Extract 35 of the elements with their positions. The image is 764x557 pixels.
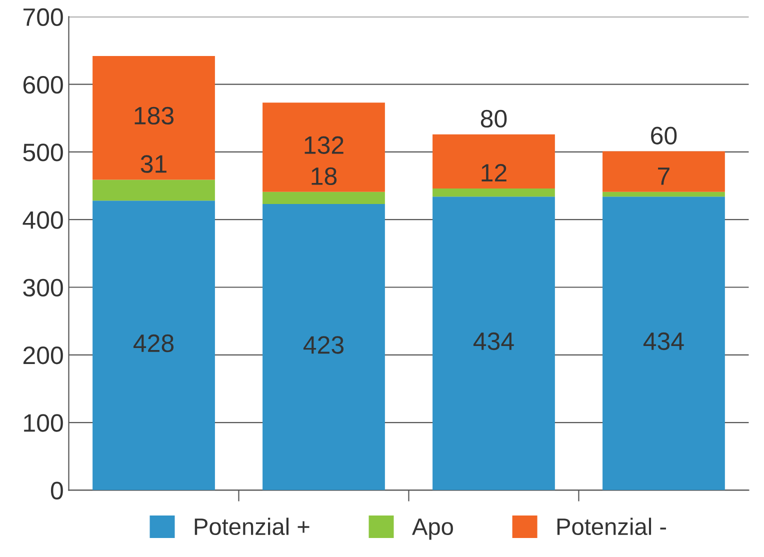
bar <box>262 192 385 204</box>
y-tick-label: 400 <box>22 211 63 229</box>
y-tick-label: 600 <box>23 76 63 94</box>
y-tick-label: 200 <box>23 346 63 364</box>
data-label: 423 <box>303 336 344 354</box>
y-tick-label: 700 <box>23 8 63 26</box>
bar <box>92 180 215 201</box>
legend-label: Potenzial - <box>557 518 666 536</box>
data-label: 12 <box>482 164 506 182</box>
bar <box>92 56 215 180</box>
legend-label: Apo <box>412 518 453 540</box>
bar <box>602 151 725 192</box>
y-tick-label: 300 <box>23 278 63 297</box>
data-label: 60 <box>651 126 677 144</box>
y-tick-label: 0 <box>50 482 63 500</box>
data-label: 18 <box>312 167 337 186</box>
legend-label: Potenzial + <box>194 518 310 536</box>
data-label: 428 <box>133 334 174 352</box>
bar <box>92 200 215 490</box>
data-label: 434 <box>473 332 514 350</box>
data-label: 434 <box>643 332 684 350</box>
bar <box>432 196 555 490</box>
bar <box>262 204 385 490</box>
bar <box>602 196 725 490</box>
data-label: 183 <box>134 106 174 125</box>
y-tick-label: 500 <box>23 144 63 162</box>
data-label: 80 <box>480 110 507 128</box>
bar <box>432 134 555 189</box>
bar <box>432 188 555 197</box>
data-label: 7 <box>658 168 670 185</box>
bar <box>262 102 385 192</box>
data-label: 132 <box>304 136 344 154</box>
y-tick-label: 100 <box>24 414 63 432</box>
bar <box>602 192 725 197</box>
data-label: 31 <box>140 155 166 173</box>
